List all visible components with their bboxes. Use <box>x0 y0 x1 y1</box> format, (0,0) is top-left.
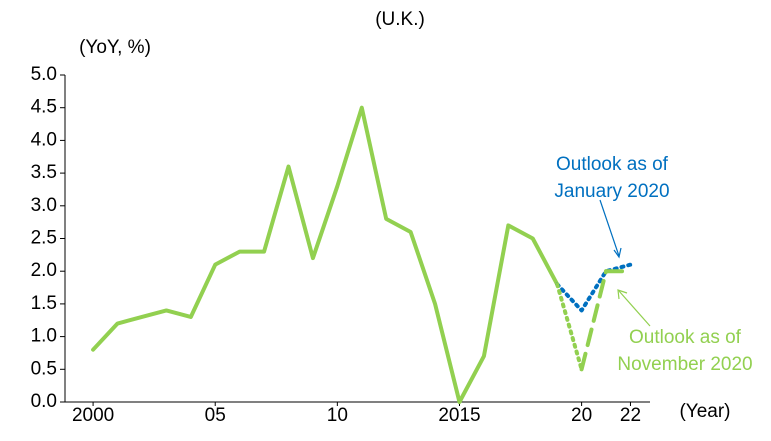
arrow-head <box>613 247 622 259</box>
line-series <box>555 262 633 313</box>
y-tick-label: 1.0 <box>31 326 57 347</box>
x-axis-label: (Year) <box>679 401 730 422</box>
y-tick-label: 4.5 <box>31 97 57 118</box>
x-tick-label: 10 <box>327 405 348 426</box>
annotation-arrow <box>599 199 620 257</box>
chart-title: (U.K.) <box>375 9 425 30</box>
y-tick-label: 4.0 <box>31 129 57 150</box>
y-tick-label: 2.0 <box>31 260 57 281</box>
annotation: November 2020 <box>617 354 752 375</box>
annotation: January 2020 <box>554 181 669 202</box>
y-tick-label: 3.0 <box>31 195 57 216</box>
y-tick-label: 3.5 <box>31 162 57 183</box>
line-segment <box>555 282 584 372</box>
x-tick-label: 05 <box>205 405 226 426</box>
y-tick-label: 2.5 <box>31 228 57 249</box>
x-tick-label: 20 <box>571 405 592 426</box>
annotation: Outlook as of <box>556 154 669 175</box>
y-axis-label: (YoY, %) <box>79 37 151 58</box>
x-tick-label: 22 <box>620 405 641 426</box>
arrow-head <box>617 289 628 300</box>
y-tick-label: 0.0 <box>31 391 57 412</box>
x-tick-label: 2000 <box>72 405 114 426</box>
y-tick-label: 5.0 <box>31 64 57 85</box>
line-segment <box>579 269 609 372</box>
annotation-arrow <box>618 290 651 327</box>
y-tick-label: 0.5 <box>31 358 57 379</box>
annotation: Outlook as of <box>629 327 742 348</box>
y-tick-label: 1.5 <box>31 293 57 314</box>
line-series <box>91 105 560 404</box>
x-tick-label: 2015 <box>438 405 480 426</box>
